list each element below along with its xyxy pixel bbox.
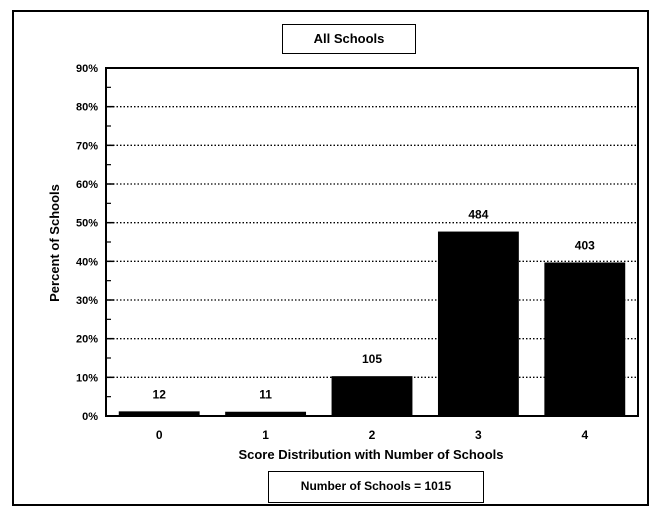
x-tick-label: 4 [581,428,588,442]
y-tick-label: 40% [76,256,98,268]
y-tick-label: 0% [82,411,98,423]
y-tick-label: 30% [76,295,98,307]
chart-title: All Schools [282,24,416,54]
bar-score-3 [437,231,519,416]
x-tick-label: 2 [369,428,376,442]
bar-score-1 [225,411,307,416]
bar-score-2 [331,376,413,416]
data-label: 11 [259,388,272,402]
y-tick-label: 90% [76,63,98,75]
gridlines [106,106,638,378]
total-schools-box: Number of Schools = 1015 [268,471,484,503]
bar-score-0 [118,411,200,416]
y-tick-label: 70% [76,140,98,152]
bar-score-4 [544,262,626,416]
chart-frame [12,10,649,506]
y-tick-label: 60% [76,179,98,191]
x-axis-title: Score Distribution with Number of School… [238,447,503,462]
y-tick-label: 10% [76,372,98,384]
y-tick-label: 80% [76,102,98,114]
y-tick-label: 20% [76,334,98,346]
x-tick-label: 0 [156,428,163,442]
x-tick-label: 1 [262,428,269,442]
x-axis-ticks: 0 1 2 3 4 [156,428,589,442]
x-tick-label: 3 [475,428,482,442]
data-labels: 12 11 105 484 403 [153,208,596,402]
data-label: 105 [362,352,382,366]
data-label: 12 [153,387,167,401]
data-label: 484 [468,208,488,222]
bars [118,231,626,416]
y-tick-label: 50% [76,218,98,230]
data-label: 403 [575,238,595,252]
y-axis-ticks: 0% 10% 20% 30% 40% 50% 60% 70% 80% 90% [76,63,114,423]
y-axis-title: Percent of Schools [47,184,62,302]
